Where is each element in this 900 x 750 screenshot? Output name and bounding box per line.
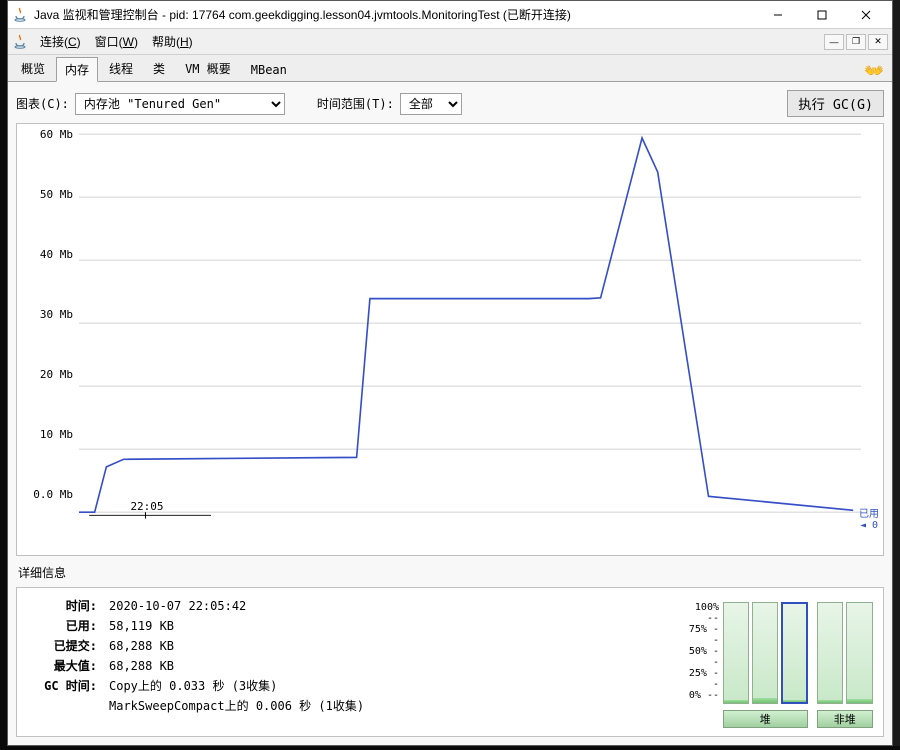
hands-icon[interactable]: 👐 [864, 61, 884, 81]
mini-axis-tick: 25% -- [683, 668, 719, 690]
run-gc-button[interactable]: 执行 GC(G) [787, 90, 884, 117]
titlebar: Java 监视和管理控制台 - pid: 17764 com.geekdiggi… [8, 1, 892, 29]
java-icon [12, 34, 28, 50]
tab-VM 概要[interactable]: VM 概要 [176, 56, 240, 81]
ytick-label: 10 Mb [17, 428, 73, 441]
chart-combo[interactable]: 内存池 "Tenured Gen" [75, 93, 285, 115]
tab-content-memory: 图表(C): 内存池 "Tenured Gen" 时间范围(T): 全部 执行 … [8, 81, 892, 745]
detail-gc-row-0: Copy上的 0.033 秒 (3收集) [97, 676, 277, 696]
chart-toolbar: 图表(C): 内存池 "Tenured Gen" 时间范围(T): 全部 执行 … [16, 90, 884, 117]
menu-window[interactable]: 窗口(W) [89, 31, 144, 52]
mini-axis-tick: 100% -- [683, 602, 719, 624]
nonheap-bar-1[interactable] [846, 602, 873, 704]
detail-time-value: 2020-10-07 22:05:42 [97, 596, 246, 616]
timerange-label: 时间范围(T): [317, 95, 394, 112]
mini-axis: 100% --75% --50% --25% --0% -- [683, 596, 723, 728]
detail-panel: 时间:2020-10-07 22:05:42 已用:58,119 KB 已提交:… [16, 587, 884, 737]
detail-max-value: 68,288 KB [97, 656, 174, 676]
menu-help[interactable]: 帮助(H) [146, 31, 199, 52]
main-window: Java 监视和管理控制台 - pid: 17764 com.geekdiggi… [7, 0, 893, 746]
backdrop-bottom [0, 746, 900, 750]
tab-类[interactable]: 类 [144, 56, 174, 81]
detail-max-label: 最大值: [27, 656, 97, 676]
tab-线程[interactable]: 线程 [100, 56, 142, 81]
tab-内存[interactable]: 内存 [56, 57, 98, 82]
ytick-label: 30 Mb [17, 308, 73, 321]
detail-time-label: 时间: [27, 596, 97, 616]
mini-plot: 堆 非堆 [723, 596, 873, 728]
ytick-label: 60 Mb [17, 128, 73, 141]
window-controls [756, 2, 888, 28]
detail-gc-row-1: MarkSweepCompact上的 0.006 秒 (1收集) [97, 696, 364, 716]
ytick-label: 50 Mb [17, 188, 73, 201]
window-title: Java 监视和管理控制台 - pid: 17764 com.geekdiggi… [34, 6, 756, 23]
mini-axis-tick: 50% -- [683, 646, 719, 668]
minimize-button[interactable] [756, 2, 800, 28]
detail-gc-label: GC 时间: [27, 676, 97, 696]
nonheap-button[interactable]: 非堆 [817, 710, 873, 728]
heap-button[interactable]: 堆 [723, 710, 808, 728]
tab-MBean[interactable]: MBean [242, 59, 296, 81]
detail-committed-value: 68,288 KB [97, 636, 174, 656]
mini-axis-tick: 75% -- [683, 624, 719, 646]
memory-chart: 已用 ◄ 0 0.0 Mb 10 Mb 20 Mb 30 Mb 40 Mb 50 Mb 60… [16, 123, 884, 556]
mini-axis-tick: 0% -- [683, 690, 719, 701]
mini-bars: 100% --75% --50% --25% --0% -- 堆 非堆 [683, 596, 873, 728]
tabstrip: 概览内存线程类VM 概要MBean 👐 [8, 55, 892, 81]
ytick-label: 0.0 Mb [17, 488, 73, 501]
detail-used-value: 58,119 KB [97, 616, 174, 636]
heap-bar-2[interactable] [781, 602, 807, 704]
mdi-minimize-button[interactable]: — [824, 34, 844, 50]
detail-used-label: 已用: [27, 616, 97, 636]
menubar: 连接(C) 窗口(W) 帮助(H) — ❐ ✕ [8, 29, 892, 55]
tab-概览[interactable]: 概览 [12, 56, 54, 81]
xtick-label: 22:05 [130, 500, 163, 513]
menu-connect[interactable]: 连接(C) [34, 31, 87, 52]
mdi-controls: — ❐ ✕ [824, 34, 888, 50]
chart-label: 图表(C): [16, 95, 69, 112]
heap-bar-0[interactable] [723, 602, 749, 704]
chart-svg [79, 130, 861, 529]
ytick-label: 20 Mb [17, 368, 73, 381]
timerange-combo[interactable]: 全部 [400, 93, 462, 115]
ytick-label: 40 Mb [17, 248, 73, 261]
detail-section-label: 详细信息 [16, 562, 884, 581]
detail-committed-label: 已提交: [27, 636, 97, 656]
backdrop-left [0, 0, 7, 750]
mdi-close-button[interactable]: ✕ [868, 34, 888, 50]
mdi-restore-button[interactable]: ❐ [846, 34, 866, 50]
close-button[interactable] [844, 2, 888, 28]
detail-values: 时间:2020-10-07 22:05:42 已用:58,119 KB 已提交:… [27, 596, 671, 728]
heap-bar-1[interactable] [752, 602, 778, 704]
nonheap-bar-0[interactable] [817, 602, 844, 704]
java-icon [12, 7, 28, 23]
used-marker: 已用 ◄ 0 [859, 505, 879, 531]
maximize-button[interactable] [800, 2, 844, 28]
